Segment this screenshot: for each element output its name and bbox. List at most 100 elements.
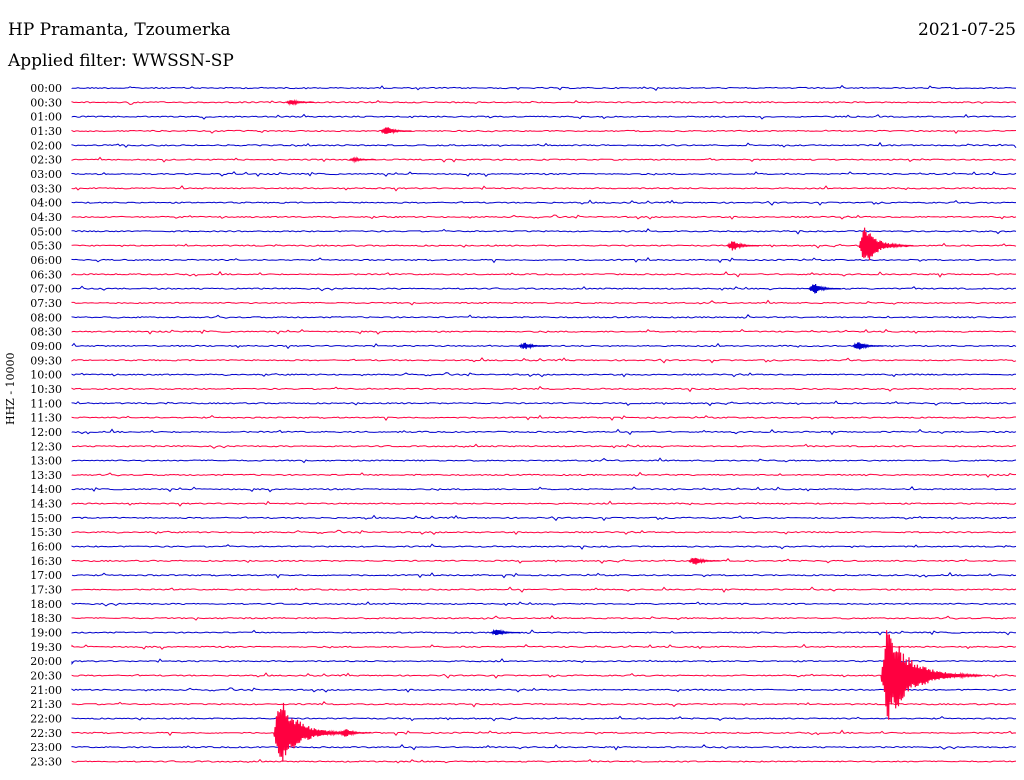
trace-row	[71, 601, 1017, 607]
filter-label: Applied filter: WWSSN-SP	[8, 51, 234, 71]
row-label: 18:00	[30, 598, 62, 611]
trace-row	[71, 256, 1017, 264]
seismic-event	[688, 557, 720, 565]
row-label: 09:30	[30, 354, 62, 367]
row-label: 00:00	[30, 82, 62, 95]
trace-row	[71, 543, 1017, 550]
trace-row	[71, 414, 1016, 421]
trace-row	[71, 729, 1017, 737]
date-label: 2021-07-25	[917, 20, 1016, 40]
trace-row	[71, 687, 1017, 693]
trace-row	[71, 485, 1017, 493]
row-label: 04:30	[30, 211, 62, 224]
row-label: 03:30	[30, 182, 62, 195]
trace-row	[71, 443, 1016, 449]
trace-row	[71, 471, 1017, 478]
row-label: 02:30	[30, 154, 62, 167]
seismic-event	[339, 729, 371, 737]
row-label: 04:00	[30, 197, 62, 210]
row-label: 10:00	[30, 369, 62, 382]
seismic-event	[808, 283, 841, 294]
trace-row	[71, 228, 1017, 235]
seismic-event	[349, 156, 376, 164]
events	[273, 99, 983, 762]
row-label: 16:30	[30, 555, 62, 568]
row-label: 12:30	[30, 440, 62, 453]
seismic-event	[490, 628, 521, 636]
row-label: 16:00	[30, 541, 62, 554]
trace-row	[71, 643, 1017, 650]
seismic-event	[380, 127, 412, 135]
row-label: 14:00	[30, 483, 62, 496]
row-label: 01:00	[30, 111, 62, 124]
trace-row	[71, 372, 1017, 378]
traces	[71, 84, 1017, 764]
row-label: 20:00	[30, 655, 62, 668]
row-label: 18:30	[30, 612, 62, 625]
trace-row	[71, 715, 1017, 722]
trace-row	[71, 744, 1017, 751]
trace-row	[71, 185, 1017, 192]
row-label: 15:30	[30, 526, 62, 539]
seismic-event	[858, 227, 914, 261]
trace-row	[71, 242, 1017, 249]
trace-row	[71, 758, 1017, 764]
row-label: 00:30	[30, 96, 62, 109]
trace-row	[71, 156, 1017, 163]
row-label: 17:00	[30, 569, 62, 582]
row-label: 10:30	[30, 383, 62, 396]
trace-row	[71, 285, 1017, 292]
row-label: 09:00	[30, 340, 62, 353]
seismic-event	[726, 241, 760, 251]
trace-row	[71, 428, 1017, 436]
trace-row	[71, 385, 1017, 393]
row-label: 12:00	[30, 426, 62, 439]
row-label: 02:00	[30, 139, 62, 152]
row-label: 19:30	[30, 641, 62, 654]
row-label: 11:00	[30, 397, 62, 410]
row-label: 21:00	[30, 684, 62, 697]
trace-row	[71, 629, 1017, 636]
trace-row	[71, 400, 1017, 407]
trace-row	[71, 299, 1017, 306]
row-label: 06:00	[30, 254, 62, 267]
trace-row	[71, 141, 1017, 149]
row-label: 03:00	[30, 168, 62, 181]
trace-row	[71, 571, 1017, 579]
row-label: 08:00	[30, 311, 62, 324]
trace-row	[71, 314, 1017, 319]
trace-row	[71, 113, 1017, 120]
trace-row	[71, 558, 1017, 564]
row-label: 15:00	[30, 512, 62, 525]
trace-row	[71, 129, 1017, 134]
row-label: 22:00	[30, 713, 62, 726]
station-title: HP Pramanta, Tzoumerka	[8, 20, 231, 40]
row-label: 19:00	[30, 627, 62, 640]
row-label: 01:30	[30, 125, 62, 138]
trace-row	[71, 328, 1017, 335]
row-label: 23:00	[30, 741, 62, 754]
trace-row	[71, 171, 1017, 178]
seismic-event	[286, 99, 315, 107]
row-label: 14:30	[30, 498, 62, 511]
trace-row	[71, 199, 1016, 206]
row-label: 08:30	[30, 326, 62, 339]
row-label: 06:30	[30, 268, 62, 281]
row-label: 07:30	[30, 297, 62, 310]
row-label: 13:00	[30, 455, 62, 468]
trace-row	[71, 614, 1017, 621]
trace-row	[71, 270, 1017, 278]
row-label: 05:00	[30, 225, 62, 238]
seismic-event	[880, 630, 983, 720]
row-label: 13:30	[30, 469, 62, 482]
trace-row	[71, 84, 1017, 92]
trace-row	[71, 514, 1017, 522]
row-label: 23:30	[30, 756, 62, 769]
trace-row	[71, 500, 1017, 507]
trace-row	[71, 672, 1017, 679]
row-label: 07:00	[30, 283, 62, 296]
row-label: 05:30	[30, 240, 62, 253]
trace-row	[71, 457, 1017, 464]
row-label: 11:30	[30, 412, 62, 425]
